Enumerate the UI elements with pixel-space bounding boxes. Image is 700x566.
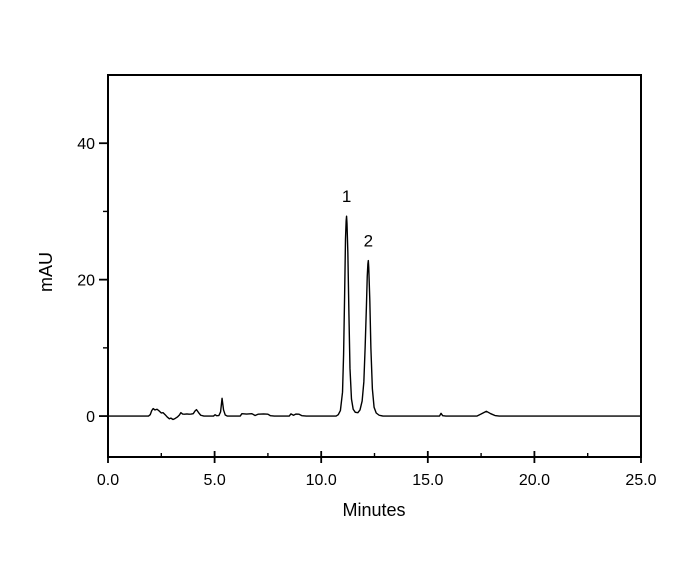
plot-area: 0.0 5.0 10.0 15.0 20.0 25.0 0 20 40 1 2 xyxy=(77,74,657,489)
peak-label: 2 xyxy=(364,232,373,251)
x-tick-label: 10.0 xyxy=(306,472,337,489)
axes-frame xyxy=(107,74,642,458)
peak-label: 1 xyxy=(342,187,351,206)
x-tick-label: 25.0 xyxy=(625,472,656,489)
y-axis-title: mAU xyxy=(36,252,56,292)
y-tick-label: 0 xyxy=(86,409,95,426)
chromatogram-trace xyxy=(107,215,642,421)
y-tick-label: 40 xyxy=(77,136,95,153)
x-tick-label: 5.0 xyxy=(203,472,225,489)
x-axis-title: Minutes xyxy=(342,500,405,520)
x-tick-label: 0.0 xyxy=(97,472,119,489)
y-tick-label: 20 xyxy=(77,273,95,290)
x-tick-label: 15.0 xyxy=(412,472,443,489)
x-tick-label: 20.0 xyxy=(519,472,550,489)
